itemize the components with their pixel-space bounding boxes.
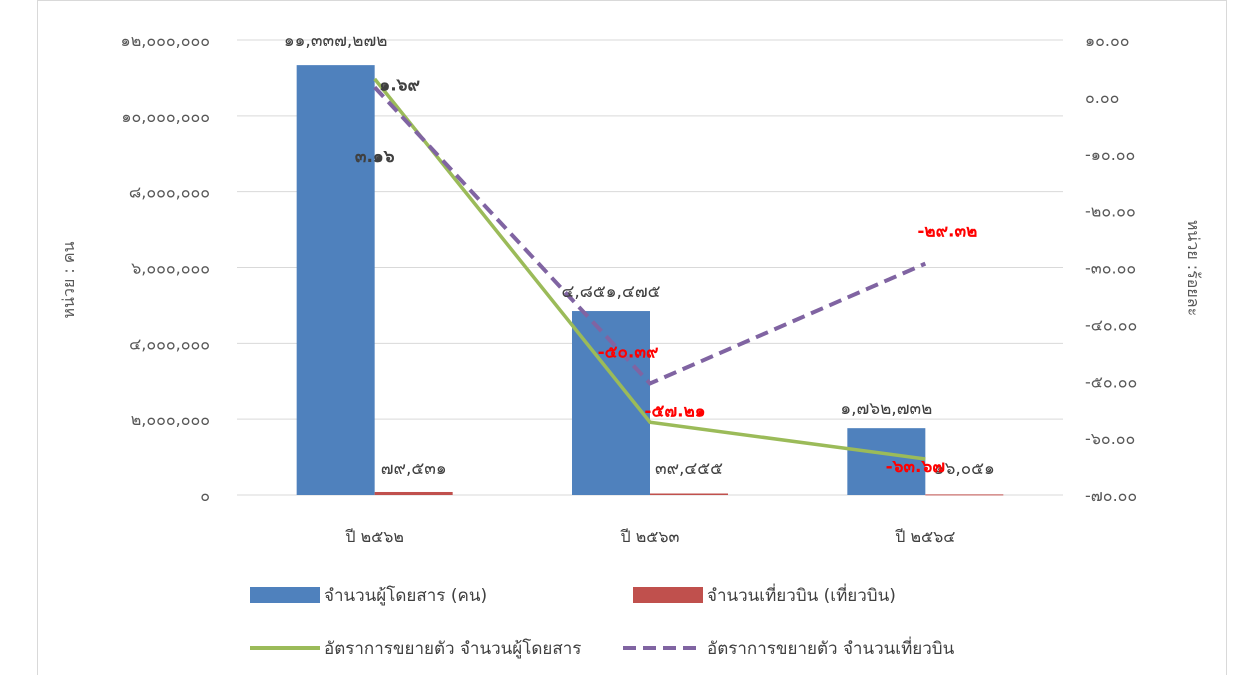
bar (374, 491, 453, 495)
y2-tick-label: -๕๐.๐๐ (1085, 372, 1137, 391)
rate-data-label: ๑.๖๙ (379, 75, 420, 95)
rate-data-label: -๕๐.๓๙ (598, 342, 659, 362)
category-label: ปี ๒๕๖๔ (895, 527, 956, 546)
legend-swatch (250, 587, 320, 603)
category-label: ปี ๒๕๖๒ (345, 527, 404, 546)
right-axis-ticks: -๗๐.๐๐ -๖๐.๐๐ -๕๐.๐๐ -๔๐.๐๐ -๓๐.๐๐ -๒๐.๐๐ -๑๐.… (1085, 31, 1137, 505)
category-labels: ปี ๒๕๖๒ ปี ๒๕๖๓ ปี ๒๕๖๔ (345, 527, 955, 546)
y2-tick-label: -๗๐.๐๐ (1085, 486, 1137, 505)
legend-item: อัตราการขยายตัว จำนวนเที่ยวบิน (623, 636, 955, 659)
legend-label: อัตราการขยายตัว จำนวนเที่ยวบิน (707, 636, 955, 659)
passenger-growth-line (373, 77, 926, 461)
legend-label: อัตราการขยายตัว จำนวนผู้โดยสาร (324, 638, 581, 659)
y-tick-label: ๐ (200, 486, 210, 505)
category-label: ปี ๒๕๖๓ (620, 527, 679, 546)
left-axis-ticks: ๐ ๒,๐๐๐,๐๐๐ ๔,๐๐๐,๐๐๐ ๖,๐๐๐,๐๐๐ ๘,๐๐๐,๐๐๐ ๑๐,… (121, 31, 210, 505)
y-tick-label: ๘,๐๐๐,๐๐๐ (129, 183, 210, 202)
legend-label: จำนวนผู้โดยสาร (คน) (324, 585, 487, 606)
bar-data-label: ๓๙,๔๕๕ (655, 459, 723, 479)
y2-tick-label: ๐.๐๐ (1085, 88, 1119, 107)
legend-item: อัตราการขยายตัว จำนวนผู้โดยสาร (250, 638, 581, 659)
y2-tick-label: -๖๐.๐๐ (1085, 429, 1135, 448)
rate-data-label: -๒๙.๓๒ (917, 222, 977, 242)
bar (925, 494, 1004, 496)
legend-swatch (633, 587, 703, 603)
legend-item: จำนวนเที่ยวบิน (เที่ยวบิน) (633, 583, 896, 606)
y-tick-label: ๑๐,๐๐๐,๐๐๐ (121, 107, 210, 126)
flight-growth-line (373, 85, 927, 386)
chart-frame (37, 0, 1227, 675)
bar-data-label: ๑,๗๖๒,๗๓๒ (840, 399, 932, 419)
bar-data-label: ๑๑,๓๓๗,๒๗๒ (284, 31, 388, 51)
y-axis-title: หน่วย : คน (59, 241, 78, 318)
y-tick-label: ๑๒,๐๐๐,๐๐๐ (121, 31, 210, 50)
rate-data-label: ๓.๑๖ (355, 147, 395, 167)
legend-label: จำนวนเที่ยวบิน (เที่ยวบิน) (707, 583, 896, 606)
y-tick-label: ๔,๐๐๐,๐๐๐ (129, 334, 210, 353)
bar-data-label: ๔,๘๕๑,๔๗๕ (562, 282, 661, 302)
bar-data-label: ๗๙,๕๓๑ (381, 459, 447, 479)
y2-tick-label: -๓๐.๐๐ (1085, 259, 1136, 278)
y2-tick-label: -๑๐.๐๐ (1085, 145, 1135, 164)
bar (650, 493, 728, 495)
y2-tick-label: ๑๐.๐๐ (1085, 31, 1130, 50)
bar (847, 428, 926, 495)
legend: จำนวนผู้โดยสาร (คน) จำนวนเที่ยวบิน (เที่ย… (250, 583, 955, 659)
y2-axis-title: หน่วย :ร้อยละ (1184, 220, 1203, 316)
y2-tick-label: -๔๐.๐๐ (1085, 315, 1137, 334)
legend-item: จำนวนผู้โดยสาร (คน) (250, 585, 487, 606)
bar-data-label: ๑๖,๐๕๑ (934, 459, 995, 479)
y-tick-label: ๖,๐๐๐,๐๐๐ (131, 259, 210, 278)
y-tick-label: ๒,๐๐๐,๐๐๐ (131, 410, 210, 429)
bars (296, 65, 1004, 496)
bar (296, 65, 375, 496)
rate-data-label: -๕๗.๒๑ (644, 401, 705, 421)
y2-tick-label: -๒๐.๐๐ (1085, 202, 1136, 221)
rate-data-label: -๖๓.๖๗ (886, 457, 946, 477)
lines (373, 77, 927, 461)
